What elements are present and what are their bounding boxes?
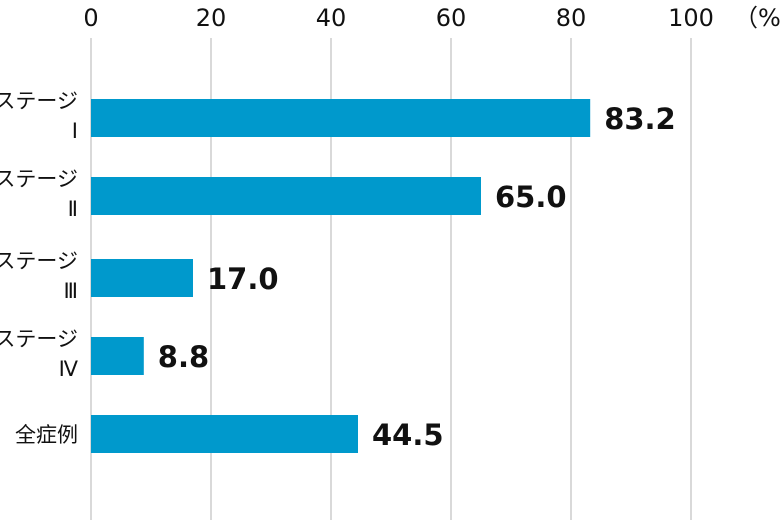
x-tick-label: 100: [668, 4, 714, 32]
category-label: 全症例: [15, 423, 78, 447]
value-label: 65.0: [495, 180, 567, 214]
unit-label: （%）: [734, 4, 780, 32]
bar: [91, 337, 144, 375]
value-label: 8.8: [158, 340, 209, 374]
category-label-numeral: Ⅰ: [72, 119, 78, 143]
value-label: 44.5: [372, 418, 444, 452]
bar: [91, 177, 481, 215]
x-tick-label: 80: [556, 4, 587, 32]
x-tick-label: 60: [436, 4, 467, 32]
category-label: ステージ: [0, 327, 78, 351]
value-label: 17.0: [207, 262, 279, 296]
value-label: 83.2: [604, 102, 676, 136]
category-label: ステージ: [0, 167, 78, 191]
category-label-numeral: Ⅱ: [68, 197, 78, 221]
bar: [91, 99, 591, 137]
category-label: ステージ: [0, 249, 78, 273]
category-label-numeral: Ⅲ: [64, 279, 78, 303]
category-label: ステージ: [0, 89, 78, 113]
x-tick-label: 20: [196, 4, 227, 32]
category-label-numeral: Ⅳ: [59, 357, 79, 381]
x-tick-label: 40: [316, 4, 347, 32]
bar: [91, 415, 358, 453]
x-tick-label: 0: [83, 4, 98, 32]
bar: [91, 259, 193, 297]
